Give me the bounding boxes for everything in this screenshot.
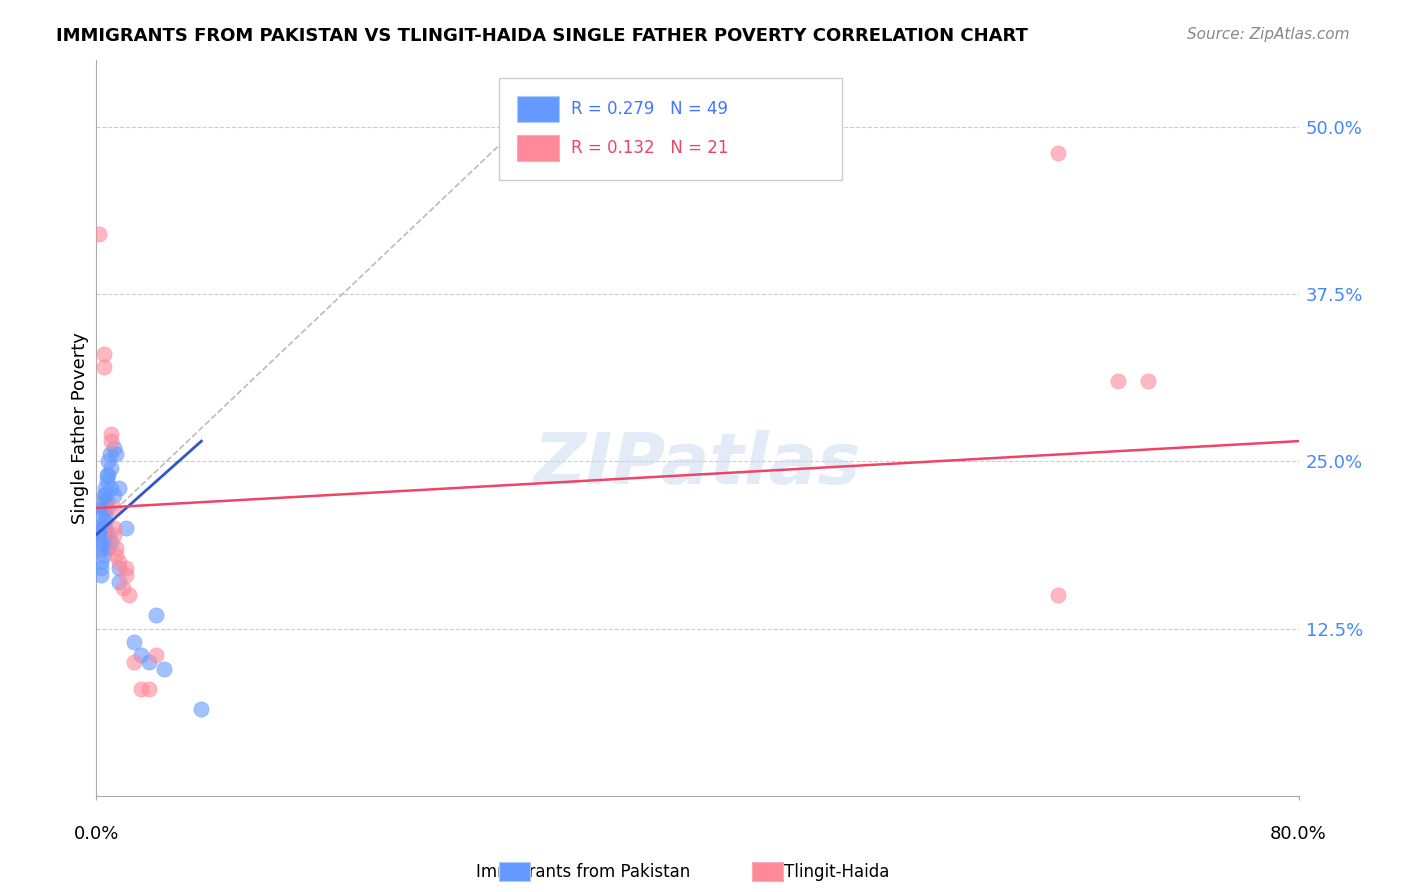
Point [93,548,115,562]
Point [100,434,122,449]
Point [94,481,117,495]
Y-axis label: Single Father Poverty: Single Father Poverty [72,332,89,524]
Point [129,681,152,696]
Point [91,501,114,516]
Point [115,561,138,575]
Point [91,521,114,535]
Point [122,655,145,669]
Point [118,588,141,602]
Point [94,515,117,529]
Point [86,521,108,535]
Text: R = 0.279   N = 49: R = 0.279 N = 49 [571,100,728,118]
Point [93,494,115,508]
FancyBboxPatch shape [517,95,560,122]
Point [104,448,127,462]
Point [103,501,125,516]
Point [94,488,117,502]
Point [93,521,115,535]
Point [94,508,117,522]
Point [107,561,129,575]
Point [93,501,115,516]
Point [90,555,112,569]
Point [1047,146,1070,161]
Point [138,655,160,669]
Point [93,488,115,502]
Point [115,521,138,535]
Point [96,475,118,489]
Point [97,541,120,556]
Point [100,461,122,475]
Point [90,568,112,582]
Point [91,528,114,542]
Point [112,582,135,596]
Point [91,508,114,522]
Point [100,534,122,549]
FancyBboxPatch shape [517,135,560,161]
Point [97,454,120,468]
Point [103,441,125,455]
Text: IMMIGRANTS FROM PAKISTAN VS TLINGIT-HAIDA SINGLE FATHER POVERTY CORRELATION CHAR: IMMIGRANTS FROM PAKISTAN VS TLINGIT-HAID… [56,27,1028,45]
Point [145,608,167,623]
Text: ZIPatlas: ZIPatlas [534,430,860,499]
Point [89,227,111,241]
Text: 0.0%: 0.0% [73,825,120,843]
Text: Tlingit-Haida: Tlingit-Haida [785,863,889,881]
Point [93,347,115,361]
Point [1137,374,1160,388]
Point [90,561,112,575]
Point [89,541,111,556]
Point [103,488,125,502]
Point [96,467,118,482]
Point [97,528,120,542]
Point [107,574,129,589]
Point [104,541,127,556]
FancyBboxPatch shape [499,78,842,179]
Point [89,528,111,542]
Point [97,467,120,482]
Text: Source: ZipAtlas.com: Source: ZipAtlas.com [1187,27,1350,42]
Point [107,555,129,569]
Point [94,521,117,535]
Point [153,662,176,676]
Point [96,501,118,516]
Point [145,648,167,663]
Point [93,360,115,375]
Point [107,481,129,495]
Point [1107,374,1129,388]
Text: 80.0%: 80.0% [1270,825,1327,843]
Point [115,568,138,582]
Point [138,681,160,696]
Text: Immigrants from Pakistan: Immigrants from Pakistan [477,863,690,881]
Point [122,635,145,649]
Point [96,494,118,508]
Point [103,521,125,535]
Point [98,448,121,462]
Point [104,548,127,562]
Text: R = 0.132   N = 21: R = 0.132 N = 21 [571,139,728,157]
Point [100,481,122,495]
Point [93,541,115,556]
Point [129,648,152,663]
Point [91,534,114,549]
Point [94,528,117,542]
Point [103,528,125,542]
Point [93,528,115,542]
Point [1047,588,1070,602]
Point [190,702,212,716]
Point [100,427,122,442]
